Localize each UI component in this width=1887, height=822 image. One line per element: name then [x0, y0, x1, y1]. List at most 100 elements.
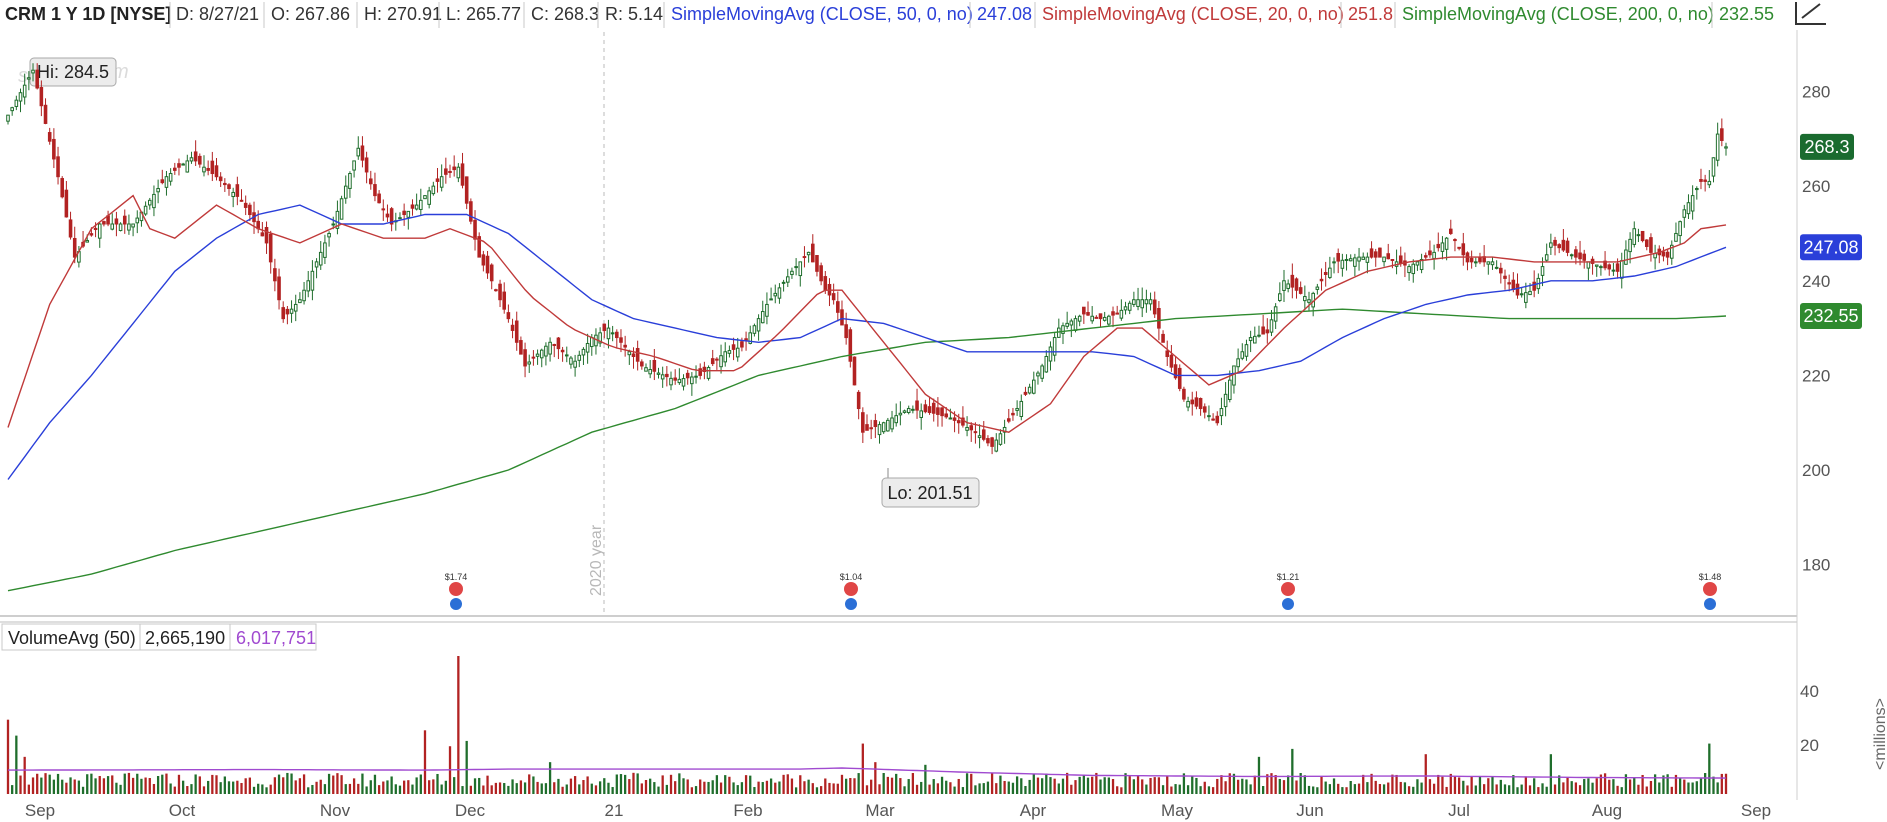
candle-body — [1549, 242, 1553, 248]
candle — [22, 73, 27, 105]
dividend-icon[interactable] — [450, 598, 462, 610]
volume-bar — [982, 783, 985, 794]
volume-bar — [1391, 774, 1394, 794]
candle-body — [640, 361, 644, 367]
volume-bar — [223, 776, 226, 794]
volume-bar — [565, 784, 568, 794]
earnings-icon[interactable] — [1703, 582, 1717, 596]
event-marker[interactable]: $1.48 — [1699, 572, 1722, 610]
volume-bar — [778, 781, 781, 794]
candle-body — [243, 202, 248, 208]
candle — [840, 300, 844, 326]
candle-body — [398, 217, 402, 220]
dividend-icon[interactable] — [1704, 598, 1716, 610]
candle-body — [1194, 397, 1199, 407]
volume-bar — [307, 787, 310, 794]
volume-bar — [936, 783, 940, 794]
candle-body — [969, 425, 974, 431]
candle — [1232, 365, 1236, 394]
volume-bar — [411, 784, 414, 794]
volume-bar — [1011, 782, 1015, 794]
volume-bar — [678, 773, 681, 794]
candle-body — [1511, 279, 1516, 290]
volume-bar — [1241, 778, 1244, 794]
candle-body — [147, 199, 152, 206]
volume-bar — [649, 778, 652, 794]
candle — [539, 348, 544, 368]
candle — [1515, 273, 1520, 299]
candle — [865, 414, 869, 431]
candle — [886, 417, 890, 432]
candle-body — [1636, 234, 1641, 237]
candle — [1474, 257, 1478, 268]
candle — [1715, 122, 1720, 167]
event-marker-label: $1.48 — [1699, 572, 1722, 582]
volume-bar — [1541, 783, 1544, 794]
candle-body — [435, 178, 440, 182]
event-marker[interactable]: $1.04 — [840, 572, 863, 610]
candle — [356, 136, 361, 160]
candle — [627, 349, 632, 365]
candle-body — [235, 184, 240, 197]
volume-bar — [1528, 785, 1532, 794]
candle-body — [248, 204, 252, 216]
candle — [444, 157, 448, 184]
candle-body — [289, 308, 294, 314]
candle — [1148, 292, 1153, 311]
volume-bar — [498, 782, 502, 794]
event-marker[interactable]: $1.74 — [445, 572, 468, 610]
volume-value: 2,665,190 — [145, 628, 225, 648]
volume-bar — [1428, 779, 1432, 794]
candle — [794, 258, 798, 276]
dividend-icon[interactable] — [1282, 598, 1294, 610]
chart-style-icon[interactable] — [1795, 2, 1826, 25]
candle — [1457, 246, 1461, 251]
candle — [227, 183, 231, 196]
candle-body — [731, 344, 736, 350]
candle-body — [1565, 240, 1570, 253]
candle — [439, 164, 444, 192]
candle — [1695, 186, 1699, 200]
candle — [306, 271, 311, 298]
volume-bar — [744, 775, 748, 794]
high-annotation-label: Hi: 284.5 — [37, 62, 109, 82]
volume-bar — [98, 776, 101, 794]
candle-body — [1615, 263, 1620, 272]
volume-bar — [390, 776, 393, 794]
volume-bar — [1178, 784, 1181, 794]
candle — [1348, 254, 1353, 262]
volume-bar — [407, 780, 410, 794]
volume-bar — [1303, 775, 1306, 794]
volume-bar — [1078, 776, 1081, 794]
candle — [502, 282, 507, 314]
candle-body — [1353, 257, 1357, 267]
candle — [756, 314, 761, 341]
volume-bar — [1245, 779, 1248, 794]
candle-body — [1586, 261, 1591, 269]
candle-body — [652, 359, 657, 372]
volume-bar — [156, 776, 160, 794]
candle — [560, 346, 565, 362]
volume-bar — [273, 777, 277, 794]
candle — [1419, 253, 1424, 274]
volume-bar — [6, 719, 10, 794]
volume-bar — [1653, 774, 1657, 794]
earnings-icon[interactable] — [844, 582, 858, 596]
event-marker[interactable]: $1.21 — [1277, 572, 1300, 610]
candle-body — [1661, 251, 1666, 257]
volume-bar — [915, 784, 919, 794]
candle-body — [281, 307, 286, 320]
volume-bar — [1199, 786, 1202, 794]
dividend-icon[interactable] — [845, 598, 857, 610]
price-tick-label: 220 — [1802, 366, 1830, 385]
candle — [1382, 256, 1386, 267]
volume-bar — [344, 784, 347, 794]
candle — [1686, 194, 1691, 220]
volume-bar — [995, 783, 998, 794]
earnings-icon[interactable] — [449, 582, 463, 596]
earnings-icon[interactable] — [1281, 582, 1295, 596]
volume-bar — [1132, 779, 1136, 794]
candle — [1611, 263, 1616, 276]
volume-bar — [190, 784, 193, 794]
candle-body — [323, 242, 327, 258]
